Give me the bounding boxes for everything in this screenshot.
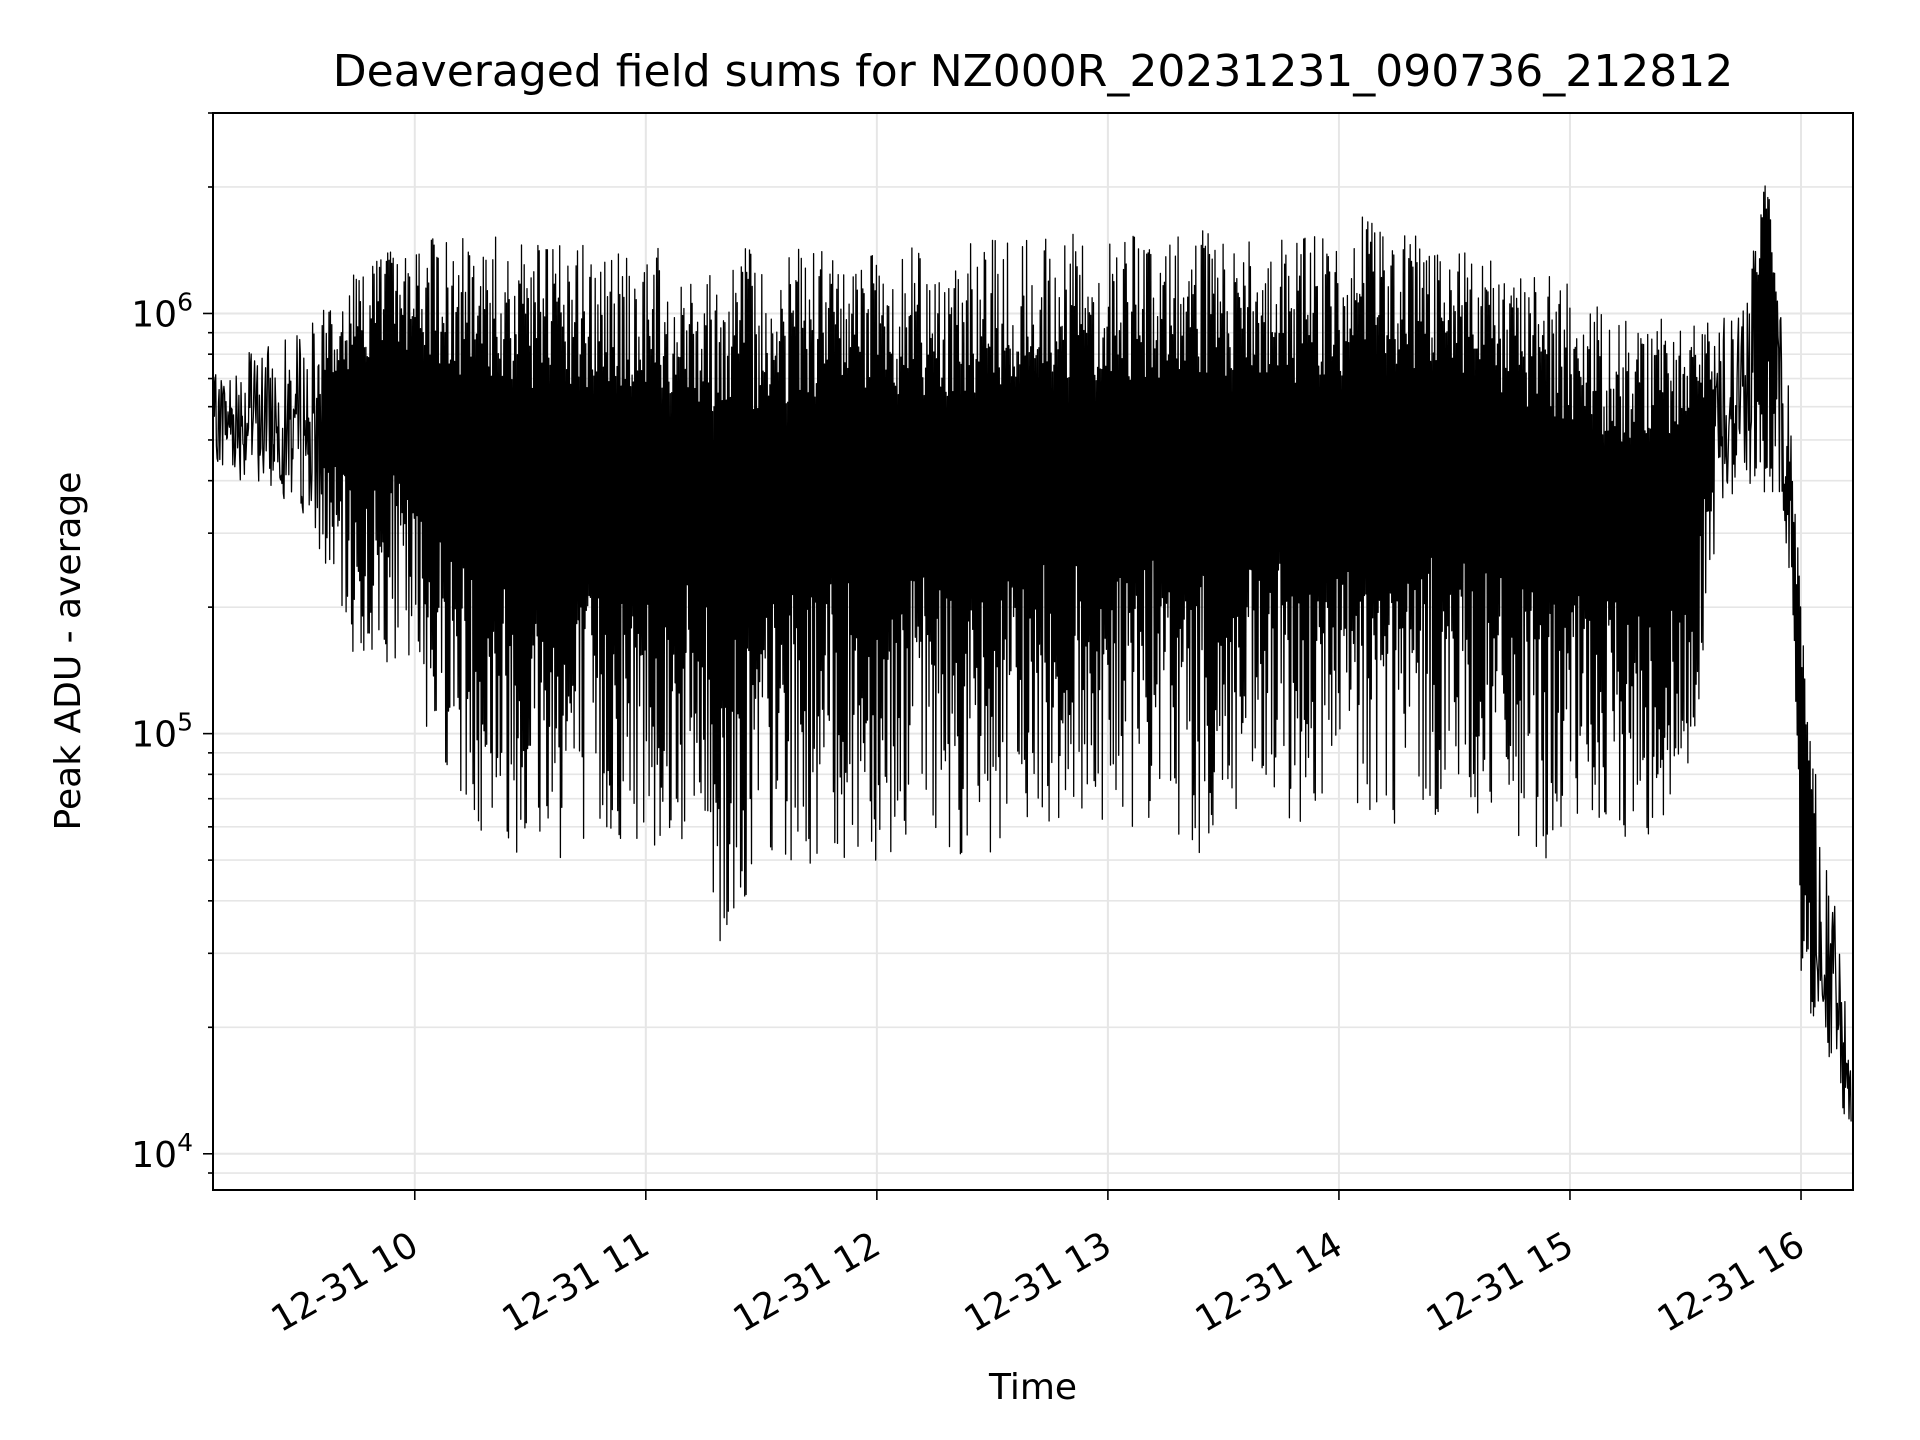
y-tick-label: 105 [131, 708, 193, 756]
axes-frame [212, 112, 1854, 1191]
chart-title: Deaveraged field sums for NZ000R_2023123… [333, 46, 1733, 97]
plot-area [212, 185, 1852, 1122]
y-axis-label: Peak ADU - average [48, 472, 89, 831]
x-axis-label: Time [988, 1367, 1077, 1408]
y-tick-label: 106 [131, 287, 193, 335]
y-tick-label: 104 [131, 1128, 193, 1176]
series-line [212, 185, 1852, 1122]
